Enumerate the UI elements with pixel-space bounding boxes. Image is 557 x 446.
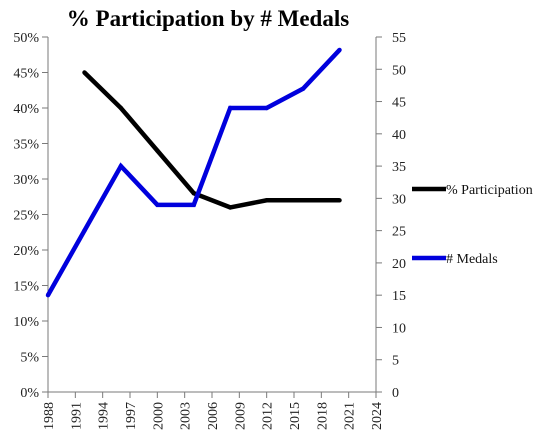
y-right-tick-label: 0 [392,386,399,401]
y-right-tick-label: 25 [392,225,406,240]
x-tick-label: 1994 [97,402,112,430]
data-point [191,191,196,196]
x-tick-label: 2018 [315,402,330,430]
legend: % Participation # Medals [412,183,533,267]
y-left-tick-label: 30% [13,173,39,188]
x-tick-label: 2015 [288,402,303,430]
data-point [264,198,269,203]
y-left-tick-label: 10% [13,315,39,330]
y-right-tick-label: 50 [392,63,406,78]
data-point [155,148,160,153]
data-point [264,105,269,111]
y-right-tick-label: 5 [392,354,399,369]
x-tick-label: 1997 [124,402,139,430]
y-right-tick-label: 45 [392,96,406,111]
y-left-tick-label: 20% [13,244,39,259]
y-left-tick-label: 5% [20,351,39,366]
data-point [155,202,160,208]
x-tick-label: 2024 [370,402,385,430]
data-point [337,198,342,203]
y-right-tick-label: 35 [392,160,406,175]
data-point [191,202,196,208]
data-point [228,205,233,210]
y-right-tick-label: 40 [392,128,406,143]
y-right-tick-label: 15 [392,289,406,304]
y-left-tick-label: 35% [13,138,39,153]
y-left-tick-label: 40% [13,102,39,117]
y-left-tick-label: 0% [20,386,39,401]
y-left-tick-label: 15% [13,280,39,295]
y-left-tick-label: 25% [13,209,39,224]
data-point [118,163,124,169]
x-tick-label: 2006 [206,402,221,430]
chart-title: % Participation by # Medals [67,6,349,31]
x-tick-label: 1988 [42,402,57,430]
y-right-tick-label: 20 [392,257,406,272]
x-tick-label: 2003 [179,402,194,430]
data-point [118,105,124,111]
y-right-tick-label: 55 [392,31,406,46]
legend-item: % Participation [412,183,533,198]
data-point [82,70,87,75]
y-left-tick-label: 45% [13,67,39,82]
x-tick-label: 2012 [261,402,276,430]
data-point [228,105,233,111]
x-tick-label: 2009 [233,402,248,430]
legend-item: # Medals [412,252,498,267]
x-tick-label: 2021 [343,402,358,430]
y-left-tick-label: 50% [13,31,39,46]
data-point [300,86,306,91]
y-right-tick-label: 10 [392,321,406,336]
data-point [45,292,51,298]
data-point [337,47,342,53]
legend-label: # Medals [446,252,498,267]
legend-label: % Participation [446,183,533,198]
x-tick-label: 1991 [69,402,84,430]
y-right-tick-label: 30 [392,192,406,207]
data-point [82,228,87,233]
series-line-participation [82,70,340,210]
axes: 0%5%10%15%20%25%30%35%40%45%50%051015202… [13,31,406,430]
data-point [300,198,306,203]
x-tick-label: 2000 [151,402,166,430]
series-layer [45,47,342,298]
series-line-medals [46,48,342,297]
